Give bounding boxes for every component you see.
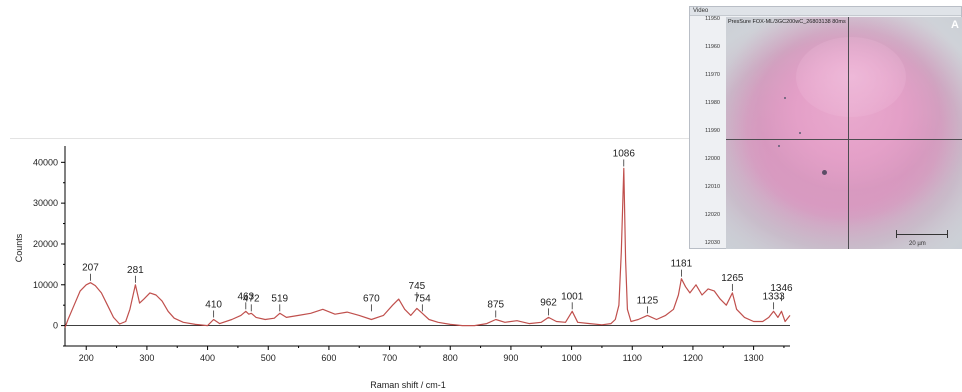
peak-label: 463 — [237, 291, 254, 302]
chart-ticks: 0 10000 20000 30000 40000 200 300 400 500 600 700 8… — [33, 157, 785, 363]
vignette — [726, 17, 962, 249]
x-tick-label: 600 — [321, 353, 336, 363]
video-y-tick-label: 11960 — [705, 44, 720, 50]
y-axis-label: Counts — [14, 233, 24, 262]
peak-label: 1333 — [762, 291, 785, 302]
video-y-tick-label: 12020 — [704, 212, 720, 218]
crosshair-horizontal — [726, 139, 962, 140]
x-tick-label: 300 — [139, 353, 154, 363]
video-y-tick-label: 11970 — [705, 72, 720, 78]
peak-label: 1086 — [613, 148, 636, 159]
peak-label: 875 — [487, 299, 504, 310]
spectrum-chart-panel: 0 10000 20000 30000 40000 200 300 400 500 600 700 8… — [0, 138, 800, 392]
peak-label: 281 — [127, 265, 144, 276]
scale-bar-label: 20 µm — [909, 241, 926, 247]
x-axis-label: Raman shift / cm-1 — [370, 380, 446, 390]
video-overlay-text: PresSure FOX-ML/3GC200wC_26803138 80ms — [728, 19, 846, 25]
spectrum-line — [64, 167, 791, 328]
y-tick-label: 20000 — [33, 239, 58, 249]
video-y-tick-label: 11950 — [705, 16, 720, 22]
x-tick-label: 900 — [503, 353, 518, 363]
panel-divider — [10, 138, 690, 139]
peak-label: 1265 — [721, 273, 744, 284]
peak-label: 745 — [409, 281, 426, 292]
x-tick-label: 800 — [443, 353, 458, 363]
raman-spectrum-chart: 0 10000 20000 30000 40000 200 300 400 500 600 700 8… — [14, 146, 793, 390]
video-y-tick-label: 11980 — [705, 100, 720, 106]
x-tick-label: 1100 — [623, 353, 642, 363]
sample-speck — [784, 97, 786, 99]
sample-speck — [799, 132, 801, 134]
x-tick-label: 1200 — [683, 353, 703, 363]
x-tick-label: 200 — [79, 353, 94, 363]
x-tick-label: 700 — [382, 353, 397, 363]
chart-axes — [64, 146, 790, 347]
peak-label: 410 — [205, 299, 222, 310]
peak-label: 1001 — [561, 291, 584, 302]
chart-series-layer — [64, 167, 791, 328]
x-tick-label: 1300 — [744, 353, 764, 363]
video-y-axis: 11950 11960 11970 11980 11990 12000 12010 12020… — [690, 16, 726, 248]
peak-label: 670 — [363, 293, 380, 304]
x-tick-label: 500 — [261, 353, 276, 363]
scale-bar — [896, 230, 948, 238]
peak-label: 207 — [82, 263, 99, 274]
peak-label: 1125 — [637, 295, 659, 306]
sample-speck — [778, 145, 780, 147]
peak-label: 1346 — [770, 283, 793, 294]
peak-label: 519 — [271, 293, 288, 304]
y-tick-label: 0 — [53, 321, 58, 331]
video-titlebar[interactable]: Video — [690, 7, 961, 16]
video-y-tick-label: 12010 — [704, 184, 720, 190]
peak-label: 1181 — [671, 259, 693, 270]
crosshair-vertical — [848, 17, 849, 249]
x-tick-label: 400 — [200, 353, 215, 363]
microscope-video-frame[interactable]: PresSure FOX-ML/3GC200wC_26803138 80ms A… — [726, 17, 962, 249]
video-y-tick-label: 11990 — [705, 128, 720, 134]
peak-label: 962 — [540, 297, 557, 308]
peak-label: 754 — [414, 293, 431, 304]
video-y-tick-label: 12000 — [704, 156, 720, 162]
y-tick-label: 40000 — [33, 157, 58, 167]
y-tick-label: 30000 — [33, 198, 58, 208]
video-window[interactable]: Video 11950 11960 11970 11980 11990 12000 1201… — [689, 6, 962, 249]
sample-particle — [822, 170, 827, 175]
video-y-tick-label: 12030 — [704, 240, 720, 246]
peak-label: 472 — [243, 293, 260, 304]
x-tick-label: 1000 — [562, 353, 582, 363]
video-corner-letter: A — [951, 19, 959, 31]
y-tick-label: 10000 — [33, 280, 58, 290]
